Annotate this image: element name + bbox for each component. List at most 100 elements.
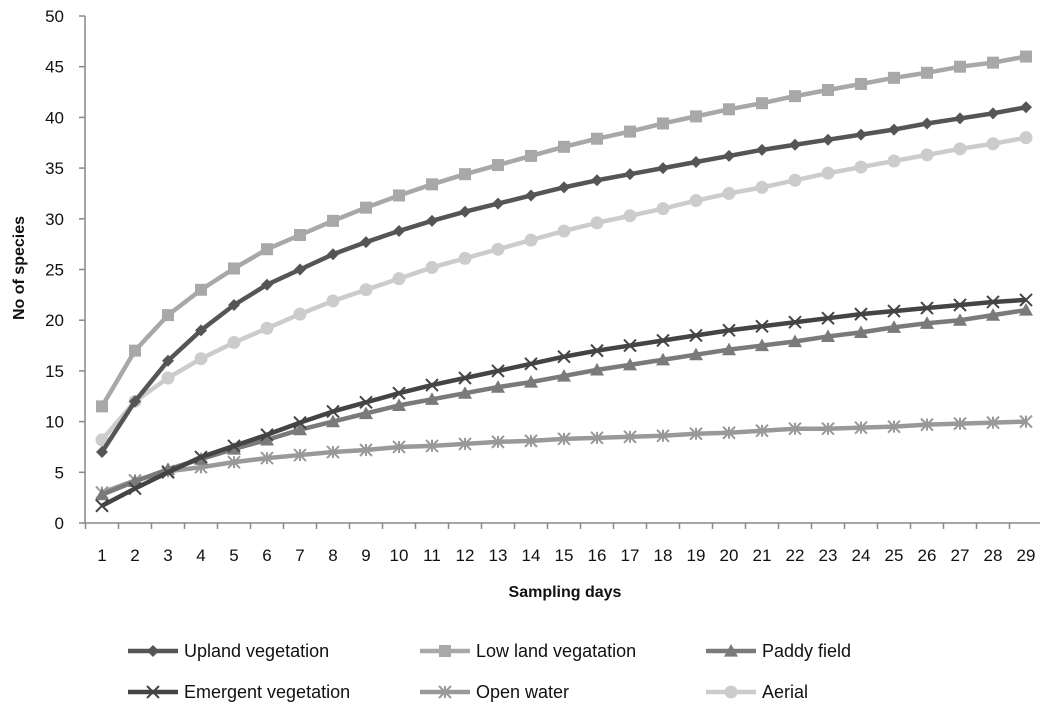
y-tick-label: 30 (45, 210, 64, 229)
data-point (590, 431, 604, 445)
x-tick-label: 6 (262, 546, 271, 565)
data-point (854, 160, 868, 174)
data-point (624, 168, 636, 181)
x-tick-label: 2 (130, 546, 139, 565)
data-point (392, 272, 406, 286)
data-point (888, 123, 900, 136)
legend-item-low-land-vegatation: Low land vegatation (420, 641, 636, 661)
data-point (260, 321, 274, 335)
data-point (986, 308, 1000, 321)
series-line (100, 297, 1027, 508)
data-point (986, 137, 1000, 151)
x-tick-label: 17 (621, 546, 640, 565)
x-tick-label: 7 (295, 546, 304, 565)
y-tick-label: 50 (45, 7, 64, 26)
data-point (821, 329, 835, 343)
data-point (458, 386, 472, 399)
data-point (558, 140, 570, 153)
legend-item-upland-vegetation: Upland vegetation (128, 641, 329, 661)
data-point (1019, 293, 1033, 307)
data-point (459, 168, 471, 181)
data-point (293, 422, 307, 436)
data-point (722, 342, 736, 356)
data-point (327, 214, 339, 227)
data-point (591, 132, 603, 145)
data-point (129, 344, 141, 357)
data-point (525, 189, 537, 202)
data-point (525, 149, 537, 162)
y-tick-label: 15 (45, 362, 64, 381)
legend-item-emergent-vegetation: Emergent vegetation (128, 682, 350, 702)
data-point (887, 154, 901, 168)
data-point (491, 364, 505, 378)
data-point (921, 66, 933, 79)
data-point (524, 375, 538, 388)
data-point (887, 419, 901, 434)
x-tick-label: 9 (361, 546, 370, 565)
legend-item-aerial: Aerial (706, 682, 808, 702)
x-tick-label: 26 (918, 546, 937, 565)
data-point (96, 400, 108, 413)
data-point (491, 435, 505, 449)
data-point (789, 90, 801, 103)
data-point (557, 368, 571, 382)
data-point (822, 84, 834, 97)
x-tick-label: 23 (819, 546, 838, 565)
data-point (1020, 101, 1032, 114)
data-point (920, 417, 934, 432)
data-point (359, 443, 373, 457)
x-tick-label: 12 (456, 546, 475, 565)
data-point (657, 162, 669, 175)
data-point (426, 178, 438, 191)
data-point (161, 371, 175, 385)
data-point (656, 202, 670, 216)
legend-label: Low land vegatation (476, 641, 636, 661)
data-point (788, 315, 802, 329)
data-point (360, 201, 372, 214)
data-point (162, 309, 174, 322)
data-point (425, 260, 439, 274)
y-tick-label: 35 (45, 159, 64, 178)
data-point (954, 112, 966, 125)
data-point (921, 117, 933, 130)
data-point (359, 406, 373, 420)
data-point (293, 307, 307, 321)
y-tick-label: 45 (45, 58, 64, 77)
x-tick-label: 28 (984, 546, 1003, 565)
data-point (161, 465, 175, 480)
data-point (524, 434, 538, 448)
data-point (228, 262, 240, 275)
data-point (723, 103, 735, 116)
data-point (557, 224, 571, 238)
data-point (261, 243, 273, 256)
data-point (458, 251, 472, 265)
x-tick-label: 24 (852, 546, 871, 565)
data-point (722, 186, 736, 200)
data-point (888, 71, 900, 84)
data-point (821, 311, 835, 325)
data-point (987, 107, 999, 120)
data-point (162, 354, 174, 367)
series-line (101, 419, 1027, 495)
data-point (194, 450, 208, 464)
data-point (624, 125, 636, 138)
data-point (788, 334, 802, 348)
data-point (822, 133, 834, 146)
data-point (558, 181, 570, 194)
y-tick-label: 20 (45, 311, 64, 330)
data-point (426, 214, 438, 227)
data-point (887, 320, 901, 333)
x-tick-label: 8 (328, 546, 337, 565)
data-point (458, 371, 472, 385)
series-layer (95, 50, 1033, 513)
data-point (987, 56, 999, 69)
data-point (95, 499, 109, 513)
data-point (557, 349, 571, 364)
legend: Upland vegetation Low land vegatation Padd… (128, 641, 851, 702)
data-point (1020, 50, 1032, 63)
x-tick-label: 14 (522, 546, 541, 565)
data-point (293, 415, 307, 430)
x-tick-label: 11 (423, 546, 441, 565)
